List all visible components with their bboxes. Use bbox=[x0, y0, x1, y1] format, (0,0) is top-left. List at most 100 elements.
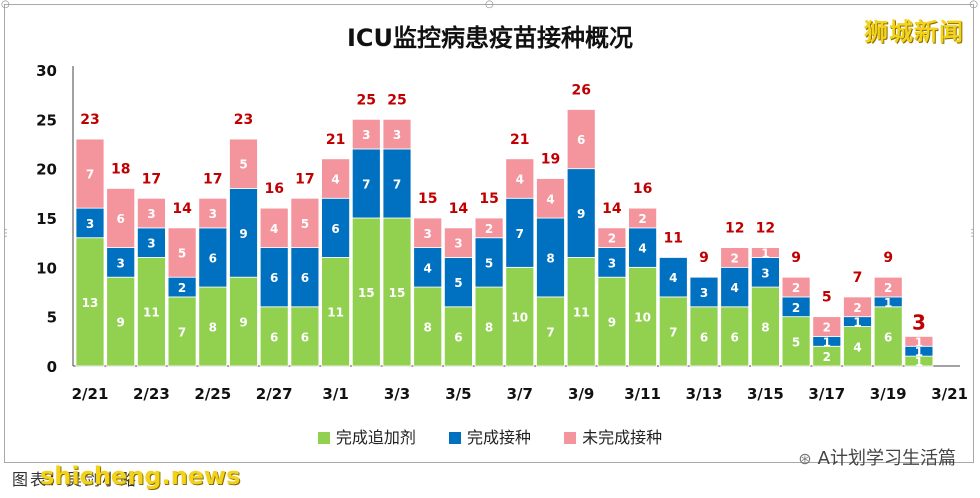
bar-segment-unvaccinated bbox=[904, 335, 934, 347]
segment-value-label: 10 bbox=[634, 311, 651, 325]
bar-segment-vaccinated bbox=[259, 247, 289, 308]
segment-value-label: 1 bbox=[853, 316, 861, 330]
segment-value-label: 2 bbox=[823, 321, 831, 335]
segment-value-label: 9 bbox=[239, 316, 247, 330]
segment-value-label: 15 bbox=[389, 286, 406, 300]
segment-value-label: 6 bbox=[577, 133, 585, 147]
segment-value-label: 7 bbox=[516, 227, 524, 241]
bar-total-label: 21 bbox=[510, 132, 529, 148]
wechat-account-name: A计划学习生活篇 bbox=[817, 448, 956, 469]
bar-segment-unvaccinated bbox=[720, 247, 750, 268]
bar-segment-booster bbox=[566, 257, 596, 367]
segment-value-label: 4 bbox=[731, 281, 739, 295]
bar-segment-unvaccinated bbox=[290, 197, 320, 248]
y-tick-label: 20 bbox=[36, 161, 57, 179]
x-tick-label: 3/5 bbox=[445, 385, 471, 403]
resize-handle-left[interactable]: ⋮ bbox=[1, 228, 11, 239]
x-tick-label: 2/25 bbox=[194, 385, 231, 403]
x-tick-label: 3/19 bbox=[870, 385, 907, 403]
segment-value-label: 8 bbox=[761, 321, 769, 335]
segment-value-label: 3 bbox=[424, 227, 432, 241]
x-tick-label: 3/3 bbox=[384, 385, 410, 403]
bar-segment-vaccinated bbox=[321, 197, 351, 258]
bar-segment-vaccinated bbox=[351, 148, 381, 219]
bar-total-label: 14 bbox=[449, 201, 469, 217]
bar-segment-booster bbox=[443, 306, 473, 367]
bar-segment-vaccinated bbox=[720, 266, 750, 308]
bar-segment-booster bbox=[720, 306, 750, 367]
bar-segment-booster bbox=[198, 286, 228, 367]
segment-value-label: 3 bbox=[209, 207, 217, 221]
bar-segment-unvaccinated bbox=[843, 296, 872, 318]
segment-value-label: 5 bbox=[301, 217, 309, 231]
legend-label-booster: 完成追加剂 bbox=[335, 428, 416, 447]
x-tick-label: 3/17 bbox=[808, 385, 845, 403]
bar-segment-vaccinated bbox=[75, 207, 105, 239]
segment-value-label: 3 bbox=[147, 207, 155, 221]
legend-swatch-vaccinated bbox=[448, 432, 461, 444]
segment-value-label: 2 bbox=[178, 281, 186, 295]
bar-segment-unvaccinated bbox=[351, 118, 381, 150]
bar-segment-vaccinated bbox=[689, 276, 719, 308]
segment-value-label: 4 bbox=[546, 192, 554, 206]
segment-value-label: 6 bbox=[301, 271, 309, 285]
segment-value-label: 6 bbox=[270, 271, 278, 285]
bar-segment-unvaccinated bbox=[443, 227, 473, 258]
resize-handle-top[interactable]: ○ bbox=[485, 0, 494, 10]
bar-segment-unvaccinated bbox=[597, 227, 627, 249]
bar-segment-booster bbox=[75, 237, 105, 367]
bar-total-label: 3 bbox=[912, 310, 926, 334]
segment-value-label: 3 bbox=[761, 266, 769, 280]
bar-segment-unvaccinated bbox=[873, 276, 903, 298]
bar-segment-vaccinated bbox=[229, 187, 258, 278]
bar-segment-unvaccinated bbox=[229, 138, 258, 189]
bar-total-label: 23 bbox=[234, 112, 253, 128]
bar-segment-booster bbox=[136, 257, 166, 367]
x-tick-label: 3/11 bbox=[624, 385, 661, 403]
segment-value-label: 3 bbox=[117, 256, 125, 270]
bar-segment-unvaccinated bbox=[198, 197, 228, 229]
segment-value-label: 5 bbox=[792, 335, 800, 349]
bar-total-label: 14 bbox=[172, 201, 192, 217]
bar-segment-booster bbox=[321, 257, 351, 367]
x-tick-label: 2/21 bbox=[72, 385, 109, 403]
segment-value-label: 3 bbox=[147, 237, 155, 251]
resize-handle-right[interactable]: ⋮ bbox=[967, 228, 977, 239]
segment-value-label: 11 bbox=[143, 306, 160, 320]
bar-segment-booster bbox=[505, 266, 535, 367]
segment-value-label: 4 bbox=[669, 271, 677, 285]
segment-value-label: 4 bbox=[638, 242, 646, 256]
bar-segment-booster bbox=[628, 266, 657, 367]
segment-value-label: 9 bbox=[577, 207, 585, 221]
segment-value-label: 9 bbox=[117, 316, 125, 330]
legend-swatch-unvaccinated bbox=[564, 432, 577, 444]
segment-value-label: 4 bbox=[424, 261, 432, 275]
bar-segment-unvaccinated bbox=[106, 187, 136, 248]
bar-total-label: 14 bbox=[602, 201, 622, 217]
segment-value-label: 3 bbox=[700, 286, 708, 300]
segment-value-label: 6 bbox=[700, 330, 708, 344]
bar-segment-unvaccinated bbox=[474, 217, 504, 239]
segment-value-label: 7 bbox=[669, 325, 677, 339]
x-tick-label: 3/15 bbox=[747, 385, 784, 403]
segment-value-label: 5 bbox=[454, 276, 462, 290]
bar-total-label: 17 bbox=[203, 171, 222, 187]
resize-handle-top-left[interactable]: ○ bbox=[1, 0, 10, 10]
bar-total-label: 12 bbox=[756, 221, 775, 237]
resize-handle-top-right[interactable]: ○ bbox=[969, 0, 978, 10]
x-tick-label: 3/13 bbox=[686, 385, 723, 403]
bar-segment-booster bbox=[597, 276, 627, 367]
segment-value-label: 2 bbox=[731, 251, 739, 265]
bar-total-label: 25 bbox=[387, 92, 406, 108]
segment-value-label: 1 bbox=[823, 335, 831, 349]
legend-label-unvaccinated: 未完成接种 bbox=[582, 428, 663, 447]
wechat-account: ⊛ A计划学习生活篇 bbox=[798, 444, 956, 470]
segment-value-label: 3 bbox=[86, 217, 94, 231]
segment-value-label: 6 bbox=[209, 251, 217, 265]
wechat-icon: ⊛ bbox=[798, 449, 812, 468]
brand-logo: 狮城新闻 bbox=[864, 18, 964, 46]
bar-segment-booster bbox=[351, 217, 381, 367]
segment-value-label: 10 bbox=[511, 311, 528, 325]
bar-segment-unvaccinated bbox=[536, 178, 565, 219]
